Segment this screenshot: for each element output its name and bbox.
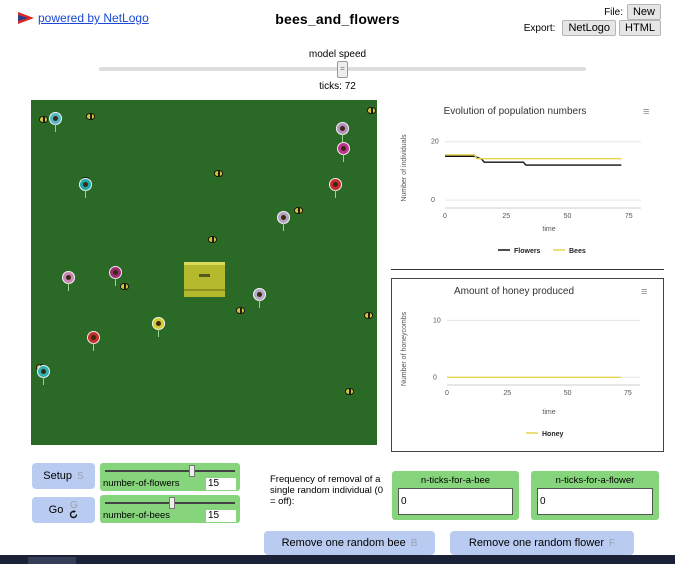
n-ticks-for-a-bee-field[interactable]: 0	[398, 488, 513, 515]
n-ticks-for-a-flower-input: n-ticks-for-a-flower 0	[531, 471, 659, 520]
flower	[62, 271, 75, 291]
go-button[interactable]: Go G	[32, 497, 95, 523]
series-line-flowers	[445, 155, 622, 166]
flower	[49, 112, 62, 132]
bee	[294, 207, 303, 214]
y-tick-label: 10	[433, 317, 441, 324]
x-tick-label: 25	[503, 390, 511, 397]
go-shortcut: G	[69, 500, 78, 511]
remove-random-flower-button[interactable]: Remove one random flower F	[450, 531, 634, 555]
n-ticks-for-a-bee-input: n-ticks-for-a-bee 0	[392, 471, 519, 520]
legend-item: Bees	[569, 248, 586, 255]
x-axis-label: time	[542, 226, 555, 233]
bee	[120, 283, 129, 290]
number-of-bees-slider[interactable]: number-of-bees 15	[100, 495, 240, 523]
beehive	[184, 262, 225, 297]
x-tick-label: 75	[625, 213, 633, 220]
x-tick-label: 0	[443, 213, 447, 220]
remove-flower-shortcut: F	[609, 537, 616, 549]
remove-bee-label: Remove one random bee	[281, 537, 406, 549]
new-button[interactable]: New	[626, 4, 661, 20]
number-of-flowers-label: number-of-flowers	[103, 478, 180, 489]
export-label: Export:	[523, 22, 556, 34]
world-view[interactable]	[31, 100, 377, 445]
setup-button[interactable]: Setup S	[32, 463, 95, 489]
y-tick-label: 0	[433, 374, 437, 381]
number-of-bees-label: number-of-bees	[103, 510, 171, 521]
population-plot-svg: Evolution of population numbers ≡ Number…	[401, 106, 649, 255]
x-tick-label: 75	[624, 390, 632, 397]
number-of-bees-handle[interactable]	[169, 497, 176, 509]
number-of-flowers-value: 15	[206, 478, 236, 490]
file-label: File:	[604, 6, 623, 18]
flower	[79, 178, 92, 198]
x-tick-label: 50	[564, 390, 572, 397]
x-axis-label: time	[542, 409, 555, 416]
x-tick-label: 50	[564, 213, 572, 220]
removal-frequency-note: Frequency of removal of a single random …	[270, 474, 384, 507]
remove-flower-label: Remove one random flower	[468, 537, 604, 549]
y-axis-label: Number of honeycombs	[401, 311, 408, 386]
bee	[236, 307, 245, 314]
y-tick-label: 20	[431, 139, 439, 146]
go-label: Go	[48, 504, 64, 516]
model-title: bees_and_flowers	[275, 11, 400, 27]
flower	[329, 178, 342, 198]
powered-by-text: powered by NetLogo	[38, 11, 149, 25]
number-of-flowers-slider[interactable]: number-of-flowers 15	[100, 463, 240, 491]
bee	[345, 388, 354, 395]
honey-plot-svg: Amount of honey produced ≡ Number of hon…	[401, 286, 647, 438]
forever-arrow-icon	[70, 510, 78, 519]
setup-label: Setup	[43, 470, 73, 482]
bee	[86, 113, 95, 120]
population-plot: Evolution of population numbers ≡ Number…	[391, 100, 664, 265]
x-tick-label: 25	[502, 213, 510, 220]
remove-random-bee-button[interactable]: Remove one random bee B	[264, 531, 435, 555]
model-speed-label: model speed	[308, 49, 367, 60]
legend-item: Honey	[542, 431, 564, 438]
bee	[364, 312, 373, 319]
plot-separator	[391, 269, 664, 270]
n-ticks-for-a-flower-field[interactable]: 0	[537, 488, 653, 515]
plot-menu-icon[interactable]: ≡	[641, 286, 647, 298]
model-speed-handle[interactable]: =	[337, 61, 348, 78]
export-html-button[interactable]: HTML	[619, 20, 661, 36]
plot-title: Amount of honey produced	[454, 286, 574, 297]
n-ticks-for-a-flower-label: n-ticks-for-a-flower	[555, 475, 635, 486]
flower	[152, 317, 165, 337]
bee	[39, 116, 48, 123]
remove-bee-shortcut: B	[410, 537, 418, 549]
taskbar	[0, 555, 675, 564]
bee	[208, 236, 217, 243]
plot-title: Evolution of population numbers	[444, 106, 587, 117]
bee	[214, 170, 223, 177]
n-ticks-for-a-bee-label: n-ticks-for-a-bee	[420, 475, 491, 486]
y-tick-label: 0	[431, 197, 435, 204]
x-tick-label: 0	[445, 390, 449, 397]
flower	[337, 142, 350, 162]
plot-menu-icon[interactable]: ≡	[643, 106, 649, 118]
export-menu: Export: NetLogo HTML	[524, 20, 661, 36]
flower	[109, 266, 122, 286]
taskbar-tab[interactable]	[28, 557, 76, 564]
flower	[277, 211, 290, 231]
ticks-counter: ticks: 72	[319, 81, 356, 92]
legend-item: Flowers	[514, 248, 541, 255]
y-axis-label: Number of individuals	[401, 134, 408, 202]
export-netlogo-button[interactable]: NetLogo	[562, 20, 617, 36]
number-of-bees-value: 15	[206, 510, 236, 522]
file-menu: File: New	[604, 4, 661, 20]
setup-shortcut: S	[77, 470, 84, 482]
flower	[336, 122, 349, 142]
netlogo-logo-icon	[18, 12, 34, 24]
flower	[253, 288, 266, 308]
flower	[87, 331, 100, 351]
bee	[367, 107, 376, 114]
number-of-flowers-handle[interactable]	[189, 465, 196, 477]
series-line-bees	[445, 154, 622, 160]
flower	[37, 365, 50, 385]
honey-plot: Amount of honey produced ≡ Number of hon…	[391, 278, 664, 452]
powered-by-netlogo-link[interactable]: powered by NetLogo	[18, 11, 149, 25]
